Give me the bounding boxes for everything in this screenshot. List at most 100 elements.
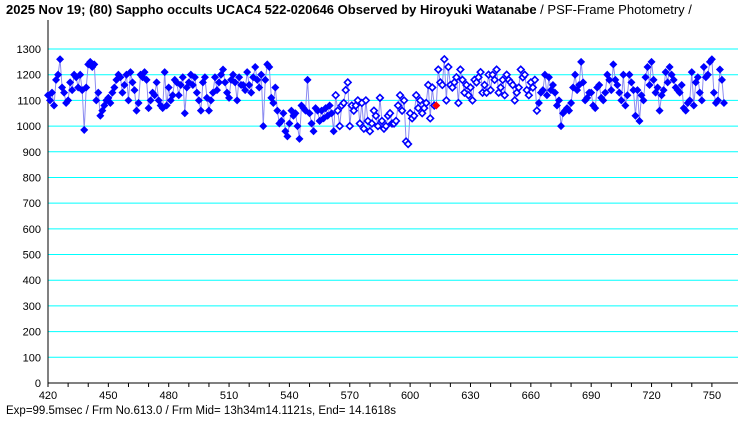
data-point xyxy=(639,96,648,105)
data-point xyxy=(601,88,610,97)
data-point xyxy=(393,101,403,110)
data-point xyxy=(227,75,236,84)
data-point xyxy=(677,80,686,89)
data-point xyxy=(413,103,423,113)
data-point xyxy=(425,113,435,123)
y-tick-label: 900 xyxy=(23,147,41,159)
data-point xyxy=(217,70,226,79)
data-point xyxy=(307,119,316,128)
data-point xyxy=(184,78,193,87)
y-tick-label: 1300 xyxy=(17,44,41,56)
y-tick-label: 400 xyxy=(23,275,41,287)
data-point xyxy=(565,106,574,115)
data-point xyxy=(605,75,614,84)
data-point xyxy=(528,83,538,92)
data-point xyxy=(335,121,345,131)
data-point xyxy=(441,95,451,105)
data-point xyxy=(96,111,105,120)
data-point xyxy=(190,73,199,82)
data-point xyxy=(659,86,668,95)
data-point xyxy=(464,90,473,100)
data-point xyxy=(443,62,453,72)
data-point xyxy=(152,78,161,87)
data-point xyxy=(433,65,443,74)
data-point xyxy=(229,70,238,79)
data-point xyxy=(577,57,586,66)
data-point xyxy=(247,88,256,97)
data-point xyxy=(621,101,630,110)
data-point xyxy=(265,62,274,71)
data-point xyxy=(661,68,670,77)
data-point xyxy=(498,75,508,85)
data-point xyxy=(480,80,489,90)
data-point xyxy=(329,127,338,136)
x-tick-label: 600 xyxy=(401,390,419,402)
data-point xyxy=(249,73,258,82)
data-point xyxy=(689,101,698,110)
data-point xyxy=(534,98,543,107)
data-point xyxy=(508,80,518,90)
x-tick-label: 420 xyxy=(39,390,57,402)
data-point xyxy=(180,109,189,118)
y-tick-label: 500 xyxy=(23,250,41,262)
data-point xyxy=(375,93,385,103)
data-point xyxy=(204,106,213,115)
data-point xyxy=(257,70,266,79)
data-point xyxy=(301,106,310,115)
data-point xyxy=(439,54,449,64)
data-point xyxy=(427,83,437,92)
data-point xyxy=(453,98,463,108)
data-point xyxy=(235,73,244,82)
data-point xyxy=(283,132,292,141)
data-point xyxy=(627,78,636,87)
data-point xyxy=(245,80,254,89)
data-point xyxy=(490,75,500,85)
data-point xyxy=(371,111,381,121)
data-point xyxy=(126,68,135,77)
data-point xyxy=(657,91,666,100)
data-point xyxy=(76,70,85,79)
data-point xyxy=(367,119,377,128)
data-point xyxy=(269,98,278,107)
data-point xyxy=(715,65,724,74)
data-point xyxy=(437,80,447,90)
data-point xyxy=(94,88,103,97)
data-point xyxy=(643,62,652,71)
data-point xyxy=(188,80,197,89)
data-point xyxy=(74,83,83,92)
data-point xyxy=(192,88,201,97)
data-point xyxy=(110,83,119,92)
data-point xyxy=(591,104,600,113)
data-point xyxy=(613,80,622,89)
data-point xyxy=(176,80,185,89)
data-point xyxy=(200,73,209,82)
data-point xyxy=(116,73,125,82)
data-point xyxy=(178,73,187,82)
data-point xyxy=(486,85,496,95)
chart-title: 2025 Nov 19; (80) Sappho occults UCAC4 5… xyxy=(6,2,692,17)
data-point xyxy=(231,78,240,87)
data-point xyxy=(595,80,604,89)
y-tick-label: 700 xyxy=(23,198,41,210)
data-point xyxy=(309,127,318,136)
data-point xyxy=(134,98,143,107)
x-tick-label: 540 xyxy=(280,390,298,402)
data-point xyxy=(279,109,288,118)
data-point xyxy=(385,108,395,118)
data-point xyxy=(277,116,286,125)
data-point xyxy=(130,86,139,95)
data-point xyxy=(373,121,383,131)
y-tick-label: 1200 xyxy=(17,70,41,82)
data-point xyxy=(359,124,369,134)
data-point xyxy=(713,96,722,105)
data-point xyxy=(196,106,205,115)
data-point xyxy=(403,139,413,149)
data-point xyxy=(496,83,506,92)
data-point xyxy=(128,78,137,87)
data-point xyxy=(655,106,664,115)
data-point xyxy=(675,88,684,97)
y-tick-label: 0 xyxy=(35,378,41,390)
data-point xyxy=(532,106,542,116)
data-point xyxy=(140,68,149,77)
data-point xyxy=(221,78,230,87)
